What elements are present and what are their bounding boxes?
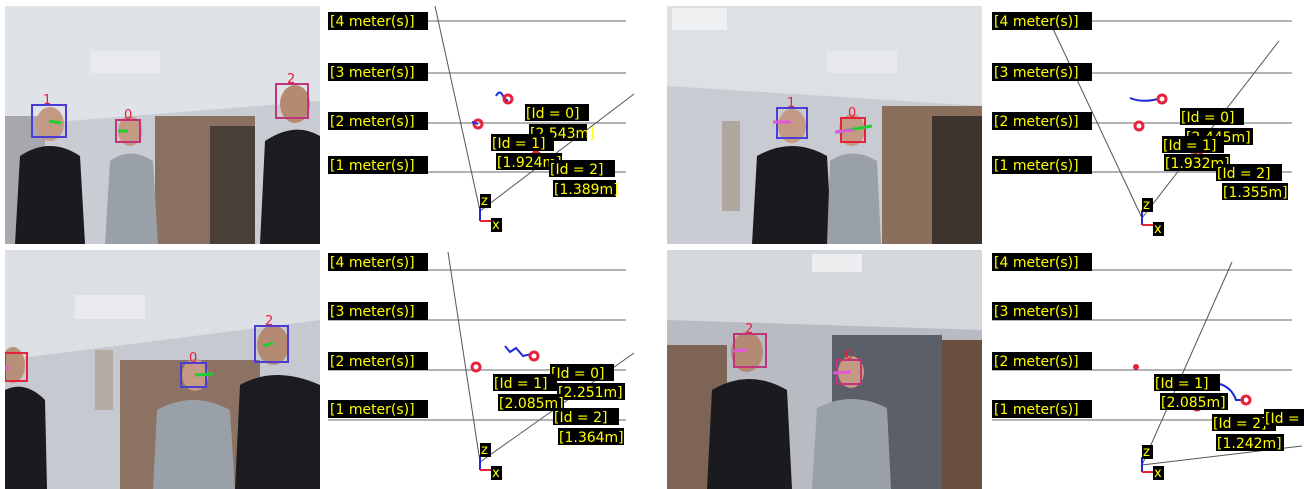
axis-x-label: x: [1154, 466, 1162, 481]
face-box: [275, 83, 309, 119]
meter-label-1: [1 meter(s)]: [330, 402, 415, 418]
panel-2: 1 0 [4 meter(s)] [3 meter(s)] [2 meter(s…: [667, 0, 1304, 244]
meter-label-2: [2 meter(s)]: [994, 114, 1079, 130]
axis-z-label: z: [1143, 198, 1150, 213]
panel-4: 2 0 [4 meter(s)] [3 meter(s)] [2 meter(s…: [667, 250, 1304, 489]
meter-label-3: [3 meter(s)]: [330, 304, 415, 320]
axis-z-label: z: [481, 443, 488, 458]
axis-z-label: z: [481, 194, 488, 209]
track-id-label: [Id = 2]: [554, 410, 607, 426]
track-point: [502, 93, 514, 105]
meter-label-4: [4 meter(s)]: [994, 255, 1079, 271]
track-id-label: [Id = 2]: [550, 162, 603, 178]
face-box: [115, 119, 141, 143]
track-point: [1240, 394, 1252, 406]
track-point: [472, 118, 484, 130]
track-point: [470, 361, 482, 373]
face-box: [254, 325, 289, 363]
track-distance: [1.932m]: [1165, 156, 1230, 172]
track-id-label: [Id = 0]: [551, 366, 604, 382]
track-id-label: [Id = 0]: [526, 106, 579, 122]
meter-label-4: [4 meter(s)]: [330, 14, 415, 30]
panel-3: 0 2 [4 meter(s)] [3 meter(s)] [2 meter(s…: [0, 250, 636, 489]
face-id-label: 2: [745, 322, 753, 337]
camera-view-4: 2 0: [667, 250, 982, 489]
topdown-plot-2: [4 meter(s)] [3 meter(s)] [2 meter(s)] […: [992, 6, 1304, 244]
track-id-label: [Id = 1]: [492, 136, 545, 152]
topdown-plot-3: [4 meter(s)] [3 meter(s)] [2 meter(s)] […: [328, 250, 636, 489]
meter-label-2: [2 meter(s)]: [994, 354, 1079, 370]
face-id-label: 0: [845, 348, 853, 363]
topdown-plot-4: [4 meter(s)] [3 meter(s)] [2 meter(s)] […: [992, 250, 1304, 489]
meter-label-2: [2 meter(s)]: [330, 114, 415, 130]
face-id-label: 1: [43, 93, 51, 108]
meter-label-4: [4 meter(s)]: [994, 14, 1079, 30]
track-point: [1133, 364, 1139, 370]
track-id-label: [Id = 0]: [1181, 110, 1234, 126]
meter-label-4: [4 meter(s)]: [330, 255, 415, 271]
track-distance: [1.364m]: [559, 430, 624, 446]
track-distance: [2.085m]: [499, 396, 564, 412]
track-distance: [1.242m]: [1217, 436, 1282, 452]
axis-x-label: x: [492, 218, 500, 233]
axis-x-label: x: [1154, 222, 1162, 237]
face-box: [5, 352, 28, 382]
meter-label-1: [1 meter(s)]: [994, 158, 1079, 174]
track-distance: [1.355m]: [1223, 185, 1288, 201]
track-id-label: [Id =: [1265, 411, 1300, 427]
track-id-label: [Id = 1]: [1155, 376, 1208, 392]
camera-view-3: 0 2: [5, 250, 320, 489]
track-distance: [1.924m]: [497, 155, 562, 171]
camera-view-2: 1 0: [667, 6, 982, 244]
face-id-label: 2: [265, 314, 273, 329]
meter-label-3: [3 meter(s)]: [994, 65, 1079, 81]
track-distance: [2.085m]: [1161, 395, 1226, 411]
meter-label-1: [1 meter(s)]: [330, 158, 415, 174]
track-point: [1156, 93, 1168, 105]
track-distance: [2.251m]: [558, 385, 623, 401]
face-id-label: 0: [124, 108, 132, 123]
track-id-label: [Id = 2]: [1213, 416, 1266, 432]
meter-label-2: [2 meter(s)]: [330, 354, 415, 370]
track-point: [1133, 120, 1145, 132]
camera-view-1: 1 0 2: [5, 6, 320, 244]
topdown-plot-1: [4 meter(s)] [3 meter(s)] [2 meter(s)] […: [328, 6, 636, 244]
face-box: [31, 104, 67, 138]
track-id-label: [Id = 1]: [494, 376, 547, 392]
track-id-label: [Id = 1]: [1163, 138, 1216, 154]
meter-label-3: [3 meter(s)]: [994, 304, 1079, 320]
track-point: [528, 350, 540, 362]
meter-label-1: [1 meter(s)]: [994, 402, 1079, 418]
face-id-label: 0: [848, 106, 856, 121]
meter-label-3: [3 meter(s)]: [330, 65, 415, 81]
track-id-label: [Id = 2]: [1217, 166, 1270, 182]
track-distance: [1.389m]: [554, 182, 619, 198]
axis-z-label: z: [1143, 445, 1150, 460]
face-id-label: 0: [189, 351, 197, 366]
face-id-label: 2: [287, 72, 295, 87]
axis-x-label: x: [492, 466, 500, 481]
panel-1: 1 0 2 [4 meter(s)] [3 meter(s)] [2 meter…: [0, 0, 636, 244]
face-id-label: 1: [787, 96, 795, 111]
